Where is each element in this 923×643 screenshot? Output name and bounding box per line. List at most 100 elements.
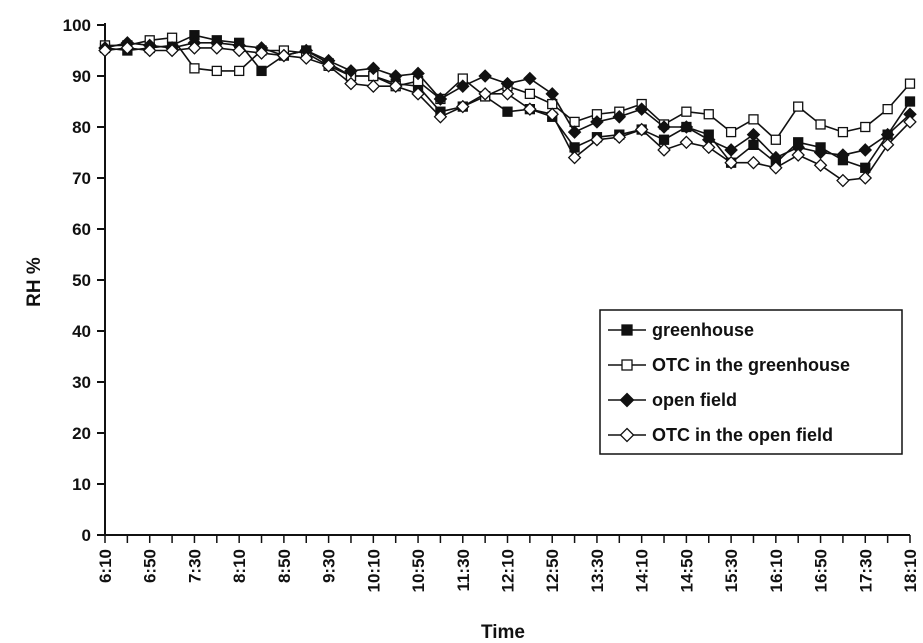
x-tick-label: 12:50 bbox=[543, 549, 562, 592]
data-point bbox=[837, 126, 849, 138]
data-point bbox=[590, 132, 604, 147]
legend-item: greenhouse bbox=[608, 320, 754, 340]
data-point bbox=[524, 88, 536, 99]
data-point bbox=[502, 106, 513, 117]
data-point bbox=[836, 148, 850, 162]
data-point bbox=[478, 69, 492, 83]
data-point bbox=[860, 162, 871, 173]
data-point bbox=[813, 158, 828, 173]
data-point bbox=[681, 106, 692, 117]
data-point bbox=[500, 87, 515, 101]
x-axis-ticks: 6:10 6:50 7:30 8:10 8:50 9:30 10:10 10:50 11:30 1… bbox=[96, 535, 920, 592]
x-axis-title: Time bbox=[481, 622, 525, 643]
data-point bbox=[679, 120, 694, 134]
legend-label: open field bbox=[652, 390, 737, 410]
x-tick-label: 18:10 bbox=[901, 549, 920, 592]
y-tick-label: 50 bbox=[72, 271, 91, 290]
legend-marker bbox=[619, 427, 635, 443]
axes: 0 10 20 30 40 50 60 70 80 90 100 6:10 6:50 7:30 8:10 8… bbox=[63, 16, 920, 592]
y-tick-label: 100 bbox=[63, 16, 91, 35]
series-otc-in-the-open-field bbox=[98, 41, 917, 188]
data-point bbox=[366, 61, 381, 76]
data-point bbox=[232, 43, 246, 58]
legend-marker bbox=[621, 324, 633, 336]
y-tick-label: 40 bbox=[72, 322, 91, 341]
data-point bbox=[748, 114, 759, 125]
data-point bbox=[456, 99, 470, 114]
data-point bbox=[187, 41, 202, 55]
data-point bbox=[567, 150, 582, 165]
data-point bbox=[858, 171, 873, 185]
legend-label: greenhouse bbox=[652, 320, 754, 340]
y-tick-label: 30 bbox=[72, 373, 91, 392]
data-point bbox=[612, 130, 627, 144]
x-tick-label: 15:30 bbox=[722, 549, 741, 592]
legend-label: OTC in the greenhouse bbox=[652, 355, 850, 375]
x-tick-label: 7:30 bbox=[185, 549, 204, 583]
data-point bbox=[120, 41, 135, 55]
data-point bbox=[882, 104, 893, 115]
data-point bbox=[433, 92, 448, 106]
data-point bbox=[815, 119, 826, 130]
data-point bbox=[813, 145, 828, 160]
data-point bbox=[903, 115, 917, 129]
data-point bbox=[724, 143, 738, 157]
data-point bbox=[793, 101, 804, 112]
data-point bbox=[725, 126, 737, 138]
series-line bbox=[104, 34, 911, 169]
data-point bbox=[523, 71, 537, 86]
legend-box bbox=[599, 309, 903, 455]
data-point bbox=[612, 110, 627, 124]
data-point bbox=[142, 43, 157, 58]
data-point bbox=[658, 134, 670, 145]
x-tick-label: 13:30 bbox=[588, 549, 607, 592]
data-point bbox=[547, 98, 558, 110]
data-point bbox=[211, 65, 222, 77]
data-point bbox=[634, 102, 649, 116]
data-point bbox=[567, 125, 582, 139]
x-tick-label: 16:50 bbox=[812, 549, 831, 592]
data-point bbox=[724, 155, 738, 170]
data-point bbox=[411, 66, 425, 81]
data-point bbox=[657, 143, 671, 157]
x-tick-label: 6:50 bbox=[141, 549, 160, 583]
data-point bbox=[770, 134, 781, 145]
data-point bbox=[769, 161, 783, 175]
y-axis-title: RH % bbox=[24, 257, 45, 307]
data-point bbox=[254, 46, 269, 60]
data-point bbox=[569, 116, 580, 128]
data-point bbox=[590, 115, 604, 129]
data-point bbox=[858, 143, 873, 157]
legend-item: OTC in the open field bbox=[608, 425, 833, 445]
data-point bbox=[634, 122, 649, 137]
y-tick-label: 70 bbox=[72, 169, 91, 188]
legend: greenhouse OTC in the greenhouse open fiel… bbox=[599, 309, 903, 455]
series-layer bbox=[98, 30, 917, 188]
y-tick-label: 80 bbox=[72, 118, 91, 137]
series-greenhouse bbox=[99, 30, 916, 173]
legend-marker bbox=[619, 392, 635, 408]
data-point bbox=[545, 107, 559, 122]
data-point bbox=[860, 121, 871, 133]
legend-item: open field bbox=[608, 390, 737, 410]
x-tick-label: 9:30 bbox=[320, 549, 339, 583]
data-point bbox=[746, 155, 761, 170]
data-point bbox=[388, 79, 403, 93]
data-point bbox=[880, 138, 895, 152]
data-point bbox=[545, 87, 559, 101]
data-point bbox=[166, 32, 178, 43]
data-point bbox=[344, 64, 358, 78]
data-point bbox=[411, 87, 425, 101]
data-point bbox=[98, 43, 112, 58]
y-tick-label: 0 bbox=[82, 526, 91, 545]
data-point bbox=[679, 135, 694, 150]
data-point bbox=[210, 41, 224, 55]
data-point bbox=[321, 59, 336, 73]
legend-label: OTC in the open field bbox=[652, 425, 833, 445]
x-tick-label: 8:50 bbox=[275, 549, 294, 583]
y-tick-label: 60 bbox=[72, 220, 91, 239]
data-point bbox=[701, 140, 716, 155]
data-point bbox=[344, 76, 358, 91]
data-point bbox=[165, 43, 179, 58]
